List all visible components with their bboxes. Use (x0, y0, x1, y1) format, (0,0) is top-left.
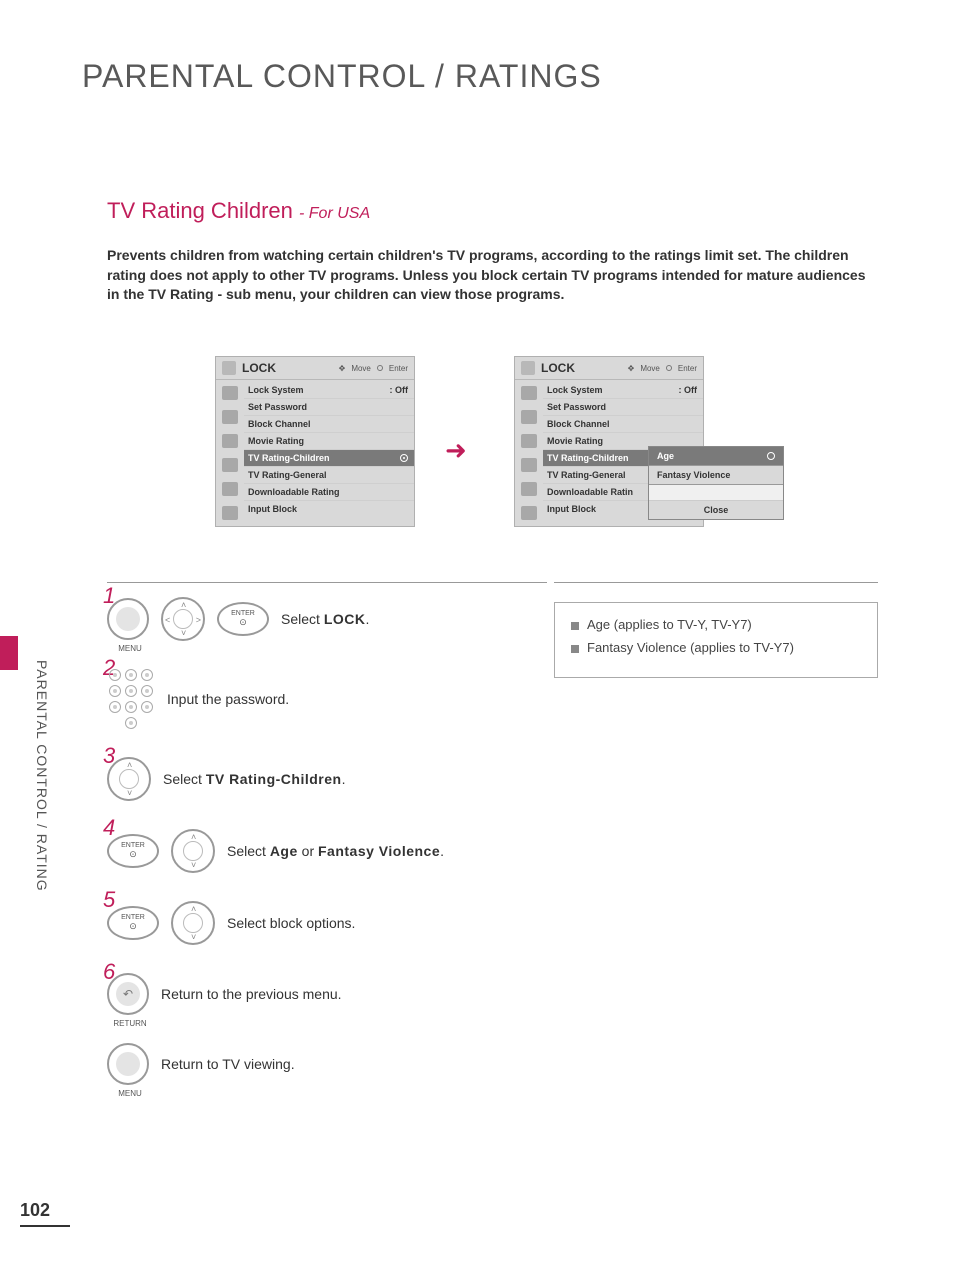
radio-icon (400, 454, 408, 462)
osd-item-set-password[interactable]: Set Password (244, 399, 414, 416)
chevron-up-icon: ˄ (181, 600, 186, 610)
category-icon (521, 410, 537, 424)
osd-category-icons (216, 380, 244, 526)
number-keypad[interactable] (107, 669, 155, 729)
step-text: Return to the previous menu. (161, 986, 342, 1002)
step-3: 3 ˄ ˅ Select TV Rating-Children. (107, 757, 547, 801)
osd-title: LOCK (242, 361, 333, 375)
info-line: Age (applies to TV-Y, TV-Y7) (571, 617, 861, 632)
page-title: PARENTAL CONTROL / RATINGS (82, 58, 602, 95)
category-icon (521, 386, 537, 400)
nav-ring-vertical-button[interactable]: ˄ ˅ (171, 829, 215, 873)
menu-button[interactable]: MENU (107, 1043, 149, 1085)
osd-menu-left: LOCK ✥Move Enter Lock System: Off Set Pa… (215, 356, 415, 527)
category-icon (521, 434, 537, 448)
section-heading: TV Rating Children - For USA (107, 198, 370, 224)
section-body: Prevents children from watching certain … (107, 246, 867, 305)
chevron-down-icon: ˅ (191, 860, 196, 870)
chevron-down-icon: ˅ (191, 932, 196, 942)
chevron-up-icon: ˄ (191, 904, 196, 914)
osd-hints: ✥Move Enter (339, 364, 408, 373)
nav-ring-vertical-button[interactable]: ˄ ˅ (107, 757, 151, 801)
category-icon (521, 482, 537, 496)
step-1: 1 MENU ˄ ˅ ˂ ˃ ENTER Select LOCK. (107, 597, 547, 641)
chevron-left-icon: ˂ (165, 615, 170, 625)
osd-item-movie-rating[interactable]: Movie Rating (244, 433, 414, 450)
chevron-right-icon: ˃ (196, 615, 201, 625)
osd-header: LOCK ✥Move Enter (515, 357, 703, 380)
osd-hints: ✥Move Enter (628, 364, 697, 373)
enter-button[interactable]: ENTER (107, 906, 159, 940)
step-2: 2 Input the password. (107, 669, 547, 729)
osd-item-block-channel[interactable]: Block Channel (543, 416, 703, 433)
page-number: 102 (20, 1200, 70, 1227)
osd-category-icons (515, 380, 543, 526)
bullet-icon (571, 645, 579, 653)
enter-button[interactable]: ENTER (217, 602, 269, 636)
osd-header: LOCK ✥Move Enter (216, 357, 414, 380)
enter-button[interactable]: ENTER (107, 834, 159, 868)
step-text: Input the password. (167, 691, 289, 707)
lock-icon (222, 361, 236, 375)
step-text: Select LOCK. (281, 611, 369, 627)
popup-item-age[interactable]: Age (649, 447, 783, 466)
osd-list: Lock System: Off Set Password Block Chan… (244, 380, 414, 526)
step-6: 6 ↶ RETURN Return to the previous menu. (107, 973, 547, 1015)
nav-ring-button[interactable]: ˄ ˅ ˂ ˃ (161, 597, 205, 641)
menu-button[interactable]: MENU (107, 598, 149, 640)
chevron-up-icon: ˄ (191, 832, 196, 842)
step-number: 4 (103, 815, 115, 841)
osd-item-downloadable-rating[interactable]: Downloadable Rating (244, 484, 414, 501)
radio-icon (767, 452, 775, 460)
return-button[interactable]: ↶ RETURN (107, 973, 149, 1015)
step-5: 5 ENTER ˄ ˅ Select block options. (107, 901, 547, 945)
popup-spacer (649, 485, 783, 501)
step-text: Select Age or Fantasy Violence. (227, 843, 444, 859)
osd-item-set-password[interactable]: Set Password (543, 399, 703, 416)
category-icon (521, 506, 537, 520)
step-number: 5 (103, 887, 115, 913)
osd-item-lock-system[interactable]: Lock System: Off (244, 382, 414, 399)
osd-item-tv-rating-children[interactable]: TV Rating-Children (244, 450, 414, 467)
section-heading-sub: - For USA (299, 205, 370, 222)
step-text: Return to TV viewing. (161, 1056, 295, 1072)
step-text: Select block options. (227, 915, 355, 931)
bullet-icon (571, 622, 579, 630)
side-section-label: PARENTAL CONTROL / RATING (34, 660, 50, 892)
osd-item-input-block[interactable]: Input Block (244, 501, 414, 517)
side-accent-tab (0, 636, 18, 670)
section-heading-main: TV Rating Children (107, 198, 293, 223)
osd-title: LOCK (541, 361, 622, 375)
step-4: 4 ENTER ˄ ˅ Select Age or Fantasy Violen… (107, 829, 547, 873)
osd-submenu-popup: Age Fantasy Violence Close (648, 446, 784, 520)
popup-close-button[interactable]: Close (649, 501, 783, 519)
category-icon (222, 434, 238, 448)
category-icon (222, 482, 238, 496)
step-text: Select TV Rating-Children. (163, 771, 345, 787)
category-icon (521, 458, 537, 472)
osd-item-lock-system[interactable]: Lock System: Off (543, 382, 703, 399)
chevron-down-icon: ˅ (181, 628, 186, 638)
steps-list: 1 MENU ˄ ˅ ˂ ˃ ENTER Select LOCK. 2 Inpu… (107, 582, 547, 1113)
info-line: Fantasy Violence (applies to TV-Y7) (571, 640, 861, 655)
info-box: Age (applies to TV-Y, TV-Y7) Fantasy Vio… (554, 602, 878, 678)
step-7: MENU Return to TV viewing. (107, 1043, 547, 1085)
arrow-right-icon: ➜ (445, 435, 467, 466)
divider (107, 582, 547, 583)
category-icon (222, 410, 238, 424)
category-icon (222, 458, 238, 472)
popup-item-fantasy-violence[interactable]: Fantasy Violence (649, 466, 783, 485)
category-icon (222, 386, 238, 400)
osd-item-tv-rating-general[interactable]: TV Rating-General (244, 467, 414, 484)
category-icon (222, 506, 238, 520)
nav-ring-vertical-button[interactable]: ˄ ˅ (171, 901, 215, 945)
divider (554, 582, 878, 583)
osd-item-block-channel[interactable]: Block Channel (244, 416, 414, 433)
lock-icon (521, 361, 535, 375)
chevron-down-icon: ˅ (127, 788, 132, 798)
chevron-up-icon: ˄ (127, 760, 132, 770)
